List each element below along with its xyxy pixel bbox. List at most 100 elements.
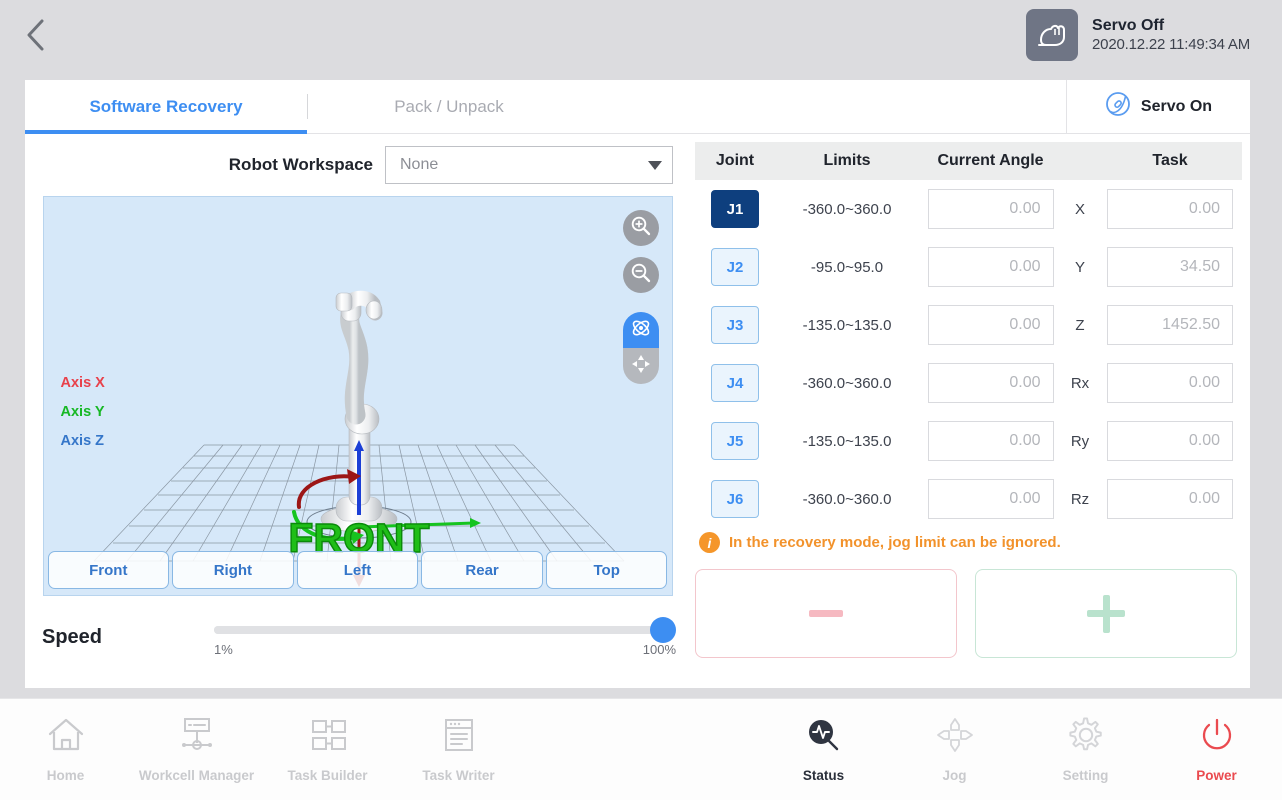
view-top-button[interactable]: Top	[545, 551, 668, 589]
robot-scene: FRONT	[93, 290, 624, 587]
speed-slider[interactable]: 1% 100%	[214, 614, 676, 660]
rotate-mode-button[interactable]	[622, 312, 659, 348]
task-input-ry[interactable]: 0.00	[1107, 421, 1233, 461]
view-top-label: Top	[593, 561, 620, 579]
servo-link-icon	[1105, 91, 1131, 122]
view-left-button[interactable]: Left	[296, 551, 419, 589]
zoom-out-button[interactable]	[622, 257, 659, 293]
view-front-label: Front	[89, 561, 128, 579]
current-angle-input-j5[interactable]: 0.00	[927, 421, 1054, 461]
column-header-task: Task	[1152, 152, 1188, 169]
joint-limits-j6: -360.0~360.0	[802, 490, 892, 508]
zoom-out-icon	[630, 262, 652, 289]
joint-button-j3[interactable]: J3	[711, 306, 759, 344]
speed-slider-fill	[214, 626, 662, 634]
rotate-icon	[630, 317, 652, 344]
nav-item-status[interactable]: Status	[758, 700, 889, 800]
joint-button-j4[interactable]: J4	[711, 364, 759, 402]
robot-workspace-select[interactable]: None	[385, 146, 673, 184]
nav-item-power-label: Power	[1196, 768, 1237, 783]
table-row: J1 -360.0~360.0 0.00 X 0.00	[695, 180, 1242, 238]
task-input-rx[interactable]: 0.00	[1107, 363, 1233, 403]
nav-item-jog-label: Jog	[942, 768, 967, 783]
joint-button-j6[interactable]: J6	[711, 480, 759, 518]
tab-pack-unpack-label: Pack / Unpack	[394, 96, 504, 116]
nav-item-workcell-manager[interactable]: Workcell Manager	[131, 700, 262, 800]
recovery-mode-notice: i In the recovery mode, jog limit can be…	[695, 532, 1242, 553]
nav-item-task-writer[interactable]: Task Writer	[393, 700, 524, 800]
nav-item-home[interactable]: Home	[0, 700, 131, 800]
joint-table: Joint Limits Current Angle Task J1 -360.…	[695, 142, 1242, 658]
nav-item-task-builder[interactable]: Task Builder	[262, 700, 393, 800]
tab-software-recovery-label: Software Recovery	[89, 96, 243, 116]
joint-limits-j1: -360.0~360.0	[802, 200, 892, 218]
table-row: J6 -360.0~360.0 0.00 Rz 0.00	[695, 470, 1242, 528]
speed-slider-track[interactable]	[214, 626, 662, 634]
workcell-icon	[176, 716, 218, 759]
current-angle-input-j1[interactable]: 0.00	[927, 189, 1054, 229]
task-builder-icon	[308, 716, 348, 759]
table-row: J5 -135.0~135.0 0.00 Ry 0.00	[695, 412, 1242, 470]
task-axis-label-ry: Ry	[1070, 432, 1090, 450]
axis-legend: Axis X Axis Y Axis Z	[61, 369, 105, 456]
joint-limits-j3: -135.0~135.0	[802, 316, 892, 334]
joint-button-j1[interactable]: J1	[711, 190, 759, 228]
task-input-rz[interactable]: 0.00	[1107, 479, 1233, 519]
joint-button-j2[interactable]: J2	[711, 248, 759, 286]
current-angle-input-j3[interactable]: 0.00	[927, 305, 1054, 345]
pan-mode-button[interactable]	[622, 348, 659, 384]
viewport-mode-toggle	[622, 312, 659, 384]
view-left-label: Left	[343, 561, 372, 579]
servo-hand-icon	[1026, 9, 1079, 61]
bottom-navigation-bar: Home Workcell Manager	[0, 698, 1282, 800]
current-angle-input-j4[interactable]: 0.00	[927, 363, 1054, 403]
nav-item-power[interactable]: Power	[1151, 700, 1282, 800]
nav-item-workcell-manager-label: Workcell Manager	[138, 768, 255, 783]
nav-item-task-writer-label: Task Writer	[422, 768, 495, 783]
nav-item-jog[interactable]: Jog	[889, 700, 1020, 800]
recovery-mode-notice-text: In the recovery mode, jog limit can be i…	[729, 534, 1061, 551]
view-right-label: Right	[213, 561, 253, 579]
robot-3d-viewport[interactable]: FRONT Axis X Axis Y Axis Z	[42, 196, 673, 596]
speed-min-label: 1%	[214, 642, 233, 657]
content-area: Robot Workspace None	[25, 134, 1250, 688]
tab-bar: Software Recovery Pack / Unpack Servo On	[25, 80, 1250, 134]
jog-plus-button[interactable]	[975, 569, 1237, 658]
joint-button-j5[interactable]: J5	[711, 422, 759, 460]
view-front-button[interactable]: Front	[47, 551, 170, 589]
jog-icon	[934, 716, 976, 759]
nav-item-setting[interactable]: Setting	[1020, 700, 1151, 800]
view-rear-button[interactable]: Rear	[421, 551, 543, 589]
info-icon: i	[699, 532, 720, 553]
back-button[interactable]	[0, 0, 70, 70]
task-axis-label-y: Y	[1074, 258, 1085, 276]
gear-icon	[1066, 716, 1106, 759]
power-icon	[1197, 716, 1237, 759]
jog-minus-button[interactable]	[695, 569, 957, 658]
plus-icon	[1087, 594, 1125, 633]
joint-table-header: Joint Limits Current Angle Task	[695, 142, 1242, 180]
task-input-y[interactable]: 34.50	[1107, 247, 1233, 287]
pan-icon	[629, 352, 653, 381]
column-header-limits: Limits	[823, 152, 871, 169]
zoom-in-button[interactable]	[622, 210, 659, 246]
servo-on-button[interactable]: Servo On	[1066, 80, 1250, 133]
servo-status-title: Servo Off	[1092, 16, 1165, 34]
view-right-button[interactable]: Right	[172, 551, 294, 589]
task-input-z[interactable]: 1452.50	[1107, 305, 1233, 345]
right-pane: Joint Limits Current Angle Task J1 -360.…	[690, 134, 1250, 688]
task-input-x[interactable]: 0.00	[1107, 189, 1233, 229]
servo-timestamp: 2020.12.22 11:49:34 AM	[1092, 35, 1250, 53]
servo-status-text: Servo Off 2020.12.22 11:49:34 AM	[1092, 16, 1250, 55]
home-icon	[46, 716, 86, 759]
axis-y-label: Axis Y	[60, 404, 105, 420]
tab-pack-unpack[interactable]: Pack / Unpack	[308, 80, 590, 133]
servo-status-indicator[interactable]: Servo Off 2020.12.22 11:49:34 AM	[1026, 9, 1282, 61]
speed-slider-thumb[interactable]	[650, 617, 676, 643]
current-angle-input-j6[interactable]: 0.00	[927, 479, 1054, 519]
task-axis-label-rx: Rx	[1070, 374, 1090, 392]
robot-workspace-label: Robot Workspace	[228, 155, 373, 174]
task-axis-label-x: X	[1074, 200, 1085, 218]
current-angle-input-j2[interactable]: 0.00	[927, 247, 1054, 287]
tab-software-recovery[interactable]: Software Recovery	[25, 80, 307, 134]
